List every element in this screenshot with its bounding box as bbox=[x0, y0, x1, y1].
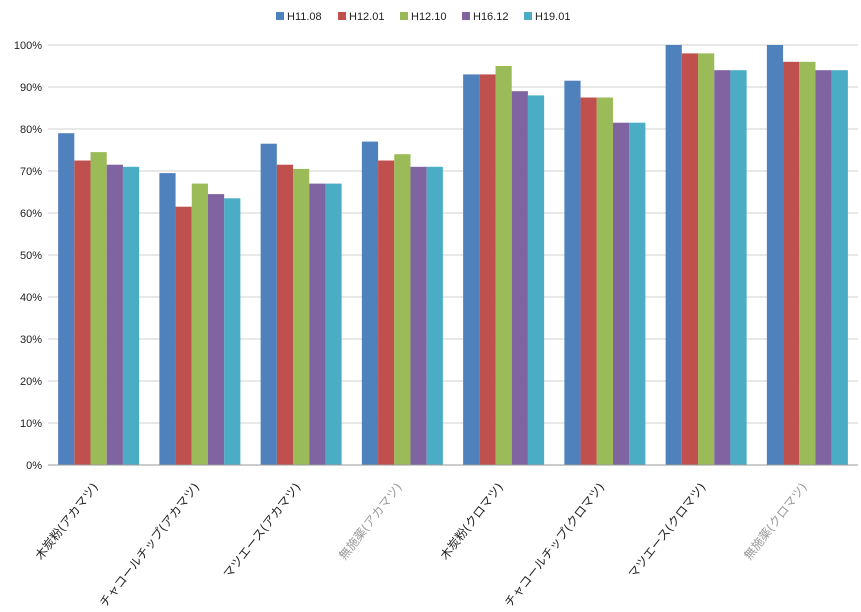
bar-H16.12-2 bbox=[207, 194, 225, 465]
y-tick-label: 70% bbox=[20, 166, 42, 178]
category-label: 木炭粉(クロマツ) bbox=[437, 480, 506, 562]
y-tick-label: 0% bbox=[26, 460, 42, 472]
bar-H12.10-6 bbox=[596, 97, 613, 465]
legend-label: H12.10 bbox=[411, 11, 446, 23]
legend-label: H12.01 bbox=[349, 11, 384, 23]
legend: H11.08 H12.01 H12.10 H16.12 H19.01 bbox=[276, 11, 570, 23]
bar-H12.01-6 bbox=[580, 97, 597, 465]
y-tick-label: 90% bbox=[20, 82, 42, 94]
y-tick-label: 50% bbox=[20, 250, 42, 262]
y-tick-label: 100% bbox=[14, 40, 42, 52]
bar-H12.01-1 bbox=[74, 160, 91, 465]
bar-H19.01-3 bbox=[325, 183, 342, 465]
bar-H11.08-6 bbox=[564, 80, 581, 465]
bar-H12.10-7 bbox=[698, 53, 715, 466]
legend-swatch bbox=[400, 12, 408, 20]
bar-H16.12-5 bbox=[511, 91, 528, 465]
category-label: チャコールチップ(クロマツ) bbox=[502, 480, 607, 609]
bar-H11.08-7 bbox=[665, 45, 682, 465]
bar-H11.08-3 bbox=[260, 143, 277, 465]
bar-H11.08-4 bbox=[361, 141, 379, 465]
bar-H11.08-8 bbox=[766, 45, 784, 465]
category-label: 無施薬(アカマツ) bbox=[335, 480, 404, 563]
bar-H12.10-2 bbox=[191, 183, 208, 465]
bars bbox=[58, 45, 848, 466]
y-tick-label: 80% bbox=[20, 124, 42, 136]
bar-H19.01-7 bbox=[730, 70, 747, 465]
y-tick-label: 20% bbox=[20, 376, 42, 388]
y-tick-labels: 0% 10% 20% 30% 40% 50% 60% 70% 80% 90% 100% bbox=[14, 40, 42, 472]
legend-label: H11.08 bbox=[287, 11, 322, 23]
bar-H16.12-7 bbox=[714, 70, 731, 465]
bar-H16.12-3 bbox=[309, 183, 326, 465]
category-label: 無施薬(クロマツ) bbox=[740, 480, 809, 563]
category-label: 木炭粉(アカマツ) bbox=[32, 480, 101, 562]
bar-H12.01-2 bbox=[175, 206, 192, 465]
y-tick-label: 60% bbox=[20, 208, 42, 220]
legend-label: H19.01 bbox=[535, 11, 570, 23]
y-tick-label: 10% bbox=[20, 418, 42, 430]
bar-H12.10-5 bbox=[495, 66, 512, 465]
bar-H12.01-5 bbox=[479, 74, 496, 466]
bar-H16.12-8 bbox=[815, 70, 832, 465]
bar-H11.08-1 bbox=[58, 133, 75, 465]
category-label: マツエース(アカマツ) bbox=[221, 480, 304, 581]
bar-H12.01-4 bbox=[378, 160, 395, 465]
bar-H19.01-1 bbox=[122, 166, 140, 466]
bar-H11.08-2 bbox=[159, 173, 176, 465]
bar-H16.12-6 bbox=[612, 122, 630, 465]
bar-H19.01-5 bbox=[527, 95, 545, 466]
bar-H12.10-4 bbox=[394, 154, 411, 465]
legend-swatch bbox=[462, 12, 470, 20]
y-tick-label: 40% bbox=[20, 292, 42, 304]
legend-swatch bbox=[338, 12, 346, 20]
legend-swatch bbox=[524, 12, 532, 20]
bar-H16.12-1 bbox=[106, 164, 123, 465]
legend-label: H16.12 bbox=[473, 11, 508, 23]
y-tick-label: 30% bbox=[20, 334, 42, 346]
category-labels: 木炭粉(アカマツ)チャコールチップ(アカマツ) マツエース(アカマツ) 無施薬(アカ… bbox=[32, 480, 809, 610]
category-label: チャコールチップ(アカマツ) bbox=[97, 480, 202, 609]
bar-H19.01-8 bbox=[831, 70, 848, 465]
bar-H12.10-3 bbox=[293, 168, 310, 465]
bar-H12.01-7 bbox=[681, 53, 699, 466]
bar-H11.08-5 bbox=[463, 74, 480, 466]
legend-swatch bbox=[276, 12, 284, 20]
bar-H19.01-6 bbox=[629, 122, 646, 465]
bar-H19.01-4 bbox=[426, 166, 443, 466]
bar-H12.01-8 bbox=[783, 61, 800, 466]
bar-H12.01-3 bbox=[276, 164, 294, 465]
bar-H12.10-1 bbox=[90, 152, 107, 465]
category-label: マツエース(クロマツ) bbox=[626, 480, 709, 581]
bar-H12.10-8 bbox=[799, 61, 816, 466]
bar-H19.01-2 bbox=[224, 198, 241, 466]
bar-H16.12-4 bbox=[410, 166, 427, 466]
